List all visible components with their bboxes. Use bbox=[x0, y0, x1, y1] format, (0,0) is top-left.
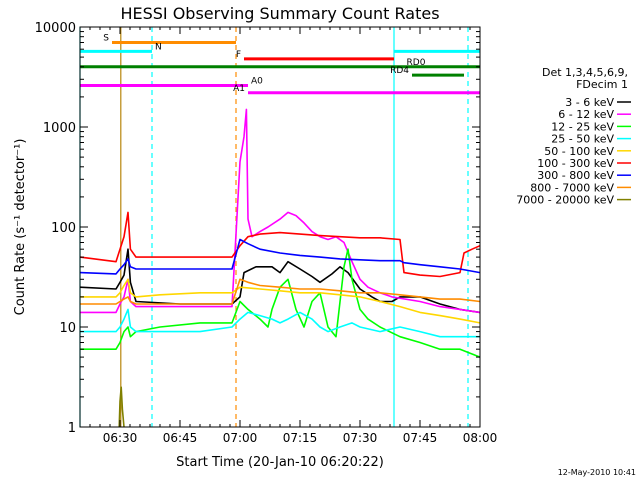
legend-label-2: 12 - 25 keV bbox=[551, 120, 614, 133]
series-line-2 bbox=[80, 248, 481, 358]
series-line-0 bbox=[79, 248, 481, 314]
legend-label-6: 300 - 800 keV bbox=[537, 169, 614, 182]
date-stamp: 12-May-2010 10:41 bbox=[558, 468, 636, 477]
legend-label-1: 6 - 12 keV bbox=[558, 108, 614, 121]
y-axis-label: Count Rate (s⁻¹ detector⁻¹) bbox=[13, 139, 28, 316]
series-line-5 bbox=[79, 211, 481, 278]
flag-label-4: RD0 bbox=[407, 58, 426, 68]
flag-label-1: N bbox=[155, 42, 162, 52]
legend-label-8: 7000 - 20000 keV bbox=[516, 194, 614, 207]
legend-header-1: FDecim 1 bbox=[576, 78, 628, 91]
chart-title: HESSI Observing Summary Count Rates bbox=[120, 4, 439, 23]
y-tick-label-3: 1000 bbox=[43, 121, 76, 136]
x-tick-label-0: 06:30 bbox=[103, 431, 138, 445]
legend-label-3: 25 - 50 keV bbox=[551, 133, 614, 146]
series-group bbox=[79, 108, 481, 428]
flag-label-6: A0 bbox=[251, 77, 263, 87]
x-tick-label-4: 07:30 bbox=[343, 431, 378, 445]
series-line-7 bbox=[80, 278, 481, 305]
y-tick-label-4: 10000 bbox=[35, 21, 76, 36]
x-tick-label-3: 07:15 bbox=[283, 431, 318, 445]
legend-label-4: 50 - 100 keV bbox=[544, 145, 614, 158]
series-line-3 bbox=[80, 308, 480, 338]
y-tick-label-0: 1 bbox=[68, 421, 76, 436]
legend-label-5: 100 - 300 keV bbox=[537, 157, 614, 170]
x-tick-label-5: 07:45 bbox=[403, 431, 438, 445]
legend-label-0: 3 - 6 keV bbox=[565, 96, 614, 109]
flag-label-7: A1 bbox=[233, 84, 245, 94]
series-line-8 bbox=[118, 386, 125, 428]
legend-label-7: 800 - 7000 keV bbox=[530, 181, 614, 194]
series-line-1 bbox=[80, 108, 481, 314]
series-line-4 bbox=[80, 278, 481, 324]
flag-label-5: RD4 bbox=[390, 66, 409, 76]
x-tick-label-6: 08:00 bbox=[463, 431, 498, 445]
x-axis: 06:30 06:45 07:00 07:15 07:30 07:45 08:00 bbox=[79, 27, 498, 445]
legend-header-0: Det 1,3,4,5,6,9, bbox=[542, 66, 628, 79]
x-axis-label: Start Time (20-Jan-10 06:20:22) bbox=[176, 455, 384, 470]
flag-label-3: F bbox=[236, 50, 241, 60]
x-tick-label-1: 06:45 bbox=[163, 431, 198, 445]
y-tick-label-2: 100 bbox=[51, 221, 76, 236]
x-tick-label-2: 07:00 bbox=[223, 431, 258, 445]
y-tick-label-1: 10 bbox=[59, 321, 76, 336]
series-line-6 bbox=[79, 238, 481, 275]
y-axis: 1 10 100 1000 10000 bbox=[35, 21, 480, 436]
flag-label-0: S bbox=[103, 33, 109, 43]
